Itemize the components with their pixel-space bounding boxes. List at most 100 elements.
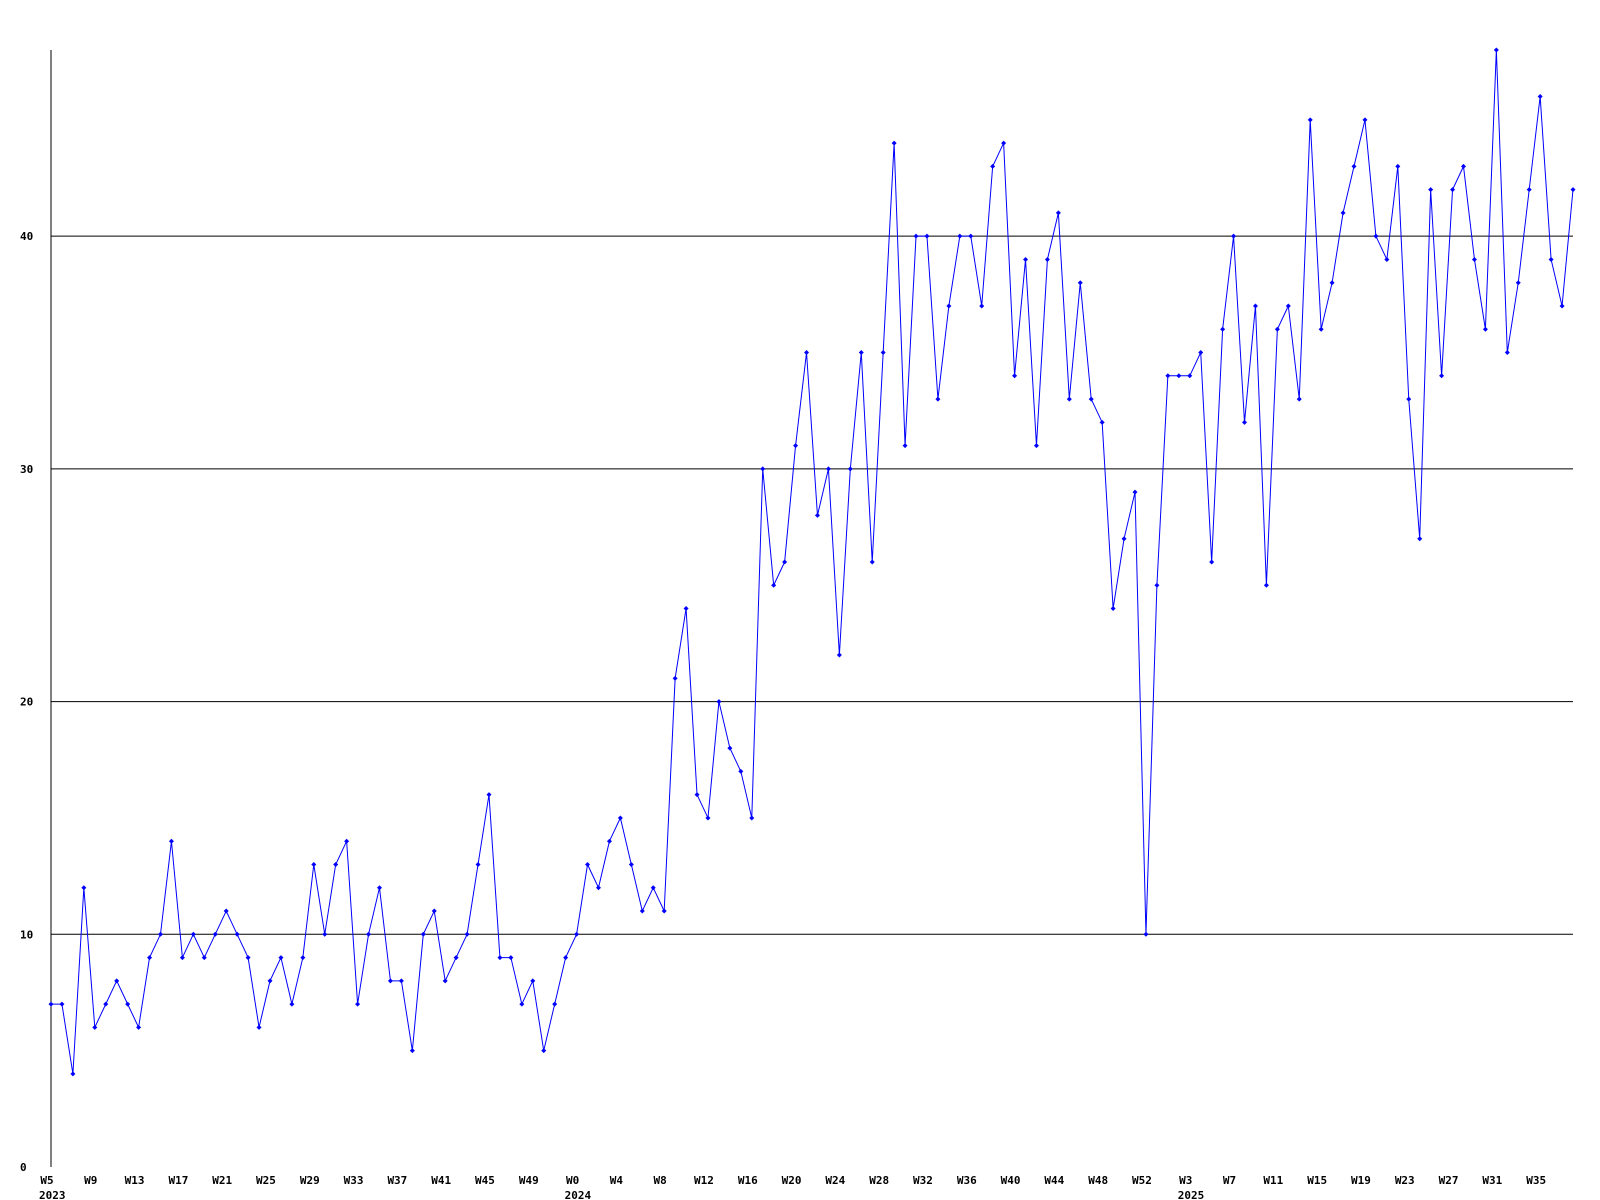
x-year-label: 2024 — [565, 1189, 592, 1200]
data-point — [1055, 210, 1061, 216]
x-tick-label: W0 — [566, 1174, 579, 1187]
data-point — [1023, 256, 1029, 262]
data-point — [628, 861, 634, 867]
data-point — [464, 931, 470, 937]
x-tick-label: W49 — [519, 1174, 539, 1187]
data-point — [278, 955, 284, 961]
data-point — [70, 1071, 76, 1077]
data-point — [1526, 187, 1532, 193]
data-point — [234, 931, 240, 937]
data-point — [1548, 256, 1554, 262]
data-point — [475, 861, 481, 867]
data-point — [1504, 350, 1510, 356]
data-point — [1044, 256, 1050, 262]
data-point — [1362, 117, 1368, 123]
data-point — [245, 955, 251, 961]
data-point — [1033, 443, 1039, 449]
data-point — [891, 140, 897, 146]
data-point — [541, 1048, 547, 1054]
data-point — [606, 838, 612, 844]
data-point — [1439, 373, 1445, 379]
x-tick-label: W48 — [1088, 1174, 1108, 1187]
data-point — [825, 466, 831, 472]
data-point — [59, 1001, 65, 1007]
data-point — [836, 652, 842, 658]
data-point — [179, 955, 185, 961]
data-point — [574, 931, 580, 937]
data-point — [858, 350, 864, 356]
data-point — [1198, 350, 1204, 356]
data-point — [300, 955, 306, 961]
data-point — [924, 233, 930, 239]
x-year-label: 2025 — [1178, 1189, 1205, 1200]
x-tick-label: W11 — [1263, 1174, 1283, 1187]
data-point — [1121, 536, 1127, 542]
data-point — [1066, 396, 1072, 402]
data-point — [1570, 187, 1576, 193]
data-point — [1351, 163, 1357, 169]
data-point — [1340, 210, 1346, 216]
x-tick-label: W5 — [40, 1174, 53, 1187]
data-point — [168, 838, 174, 844]
data-point — [727, 745, 733, 751]
y-tick-label: 0 — [20, 1161, 27, 1174]
data-point — [814, 512, 820, 518]
data-point — [190, 931, 196, 937]
data-point — [1417, 536, 1423, 542]
x-tick-label: W45 — [475, 1174, 495, 1187]
data-point — [595, 885, 601, 891]
data-point — [650, 885, 656, 891]
x-tick-label: W19 — [1351, 1174, 1371, 1187]
x-tick-label: W25 — [256, 1174, 276, 1187]
data-point — [946, 303, 952, 309]
data-point — [1132, 489, 1138, 495]
y-tick-label: 20 — [20, 696, 33, 709]
x-tick-label: W52 — [1132, 1174, 1152, 1187]
data-point — [103, 1001, 109, 1007]
data-point — [508, 955, 514, 961]
data-point — [1220, 326, 1226, 332]
data-point — [1231, 233, 1237, 239]
data-point — [793, 443, 799, 449]
data-point — [1143, 931, 1149, 937]
x-tick-label: W32 — [913, 1174, 933, 1187]
data-point — [147, 955, 153, 961]
data-point — [913, 233, 919, 239]
data-point — [92, 1024, 98, 1030]
data-point — [804, 350, 810, 356]
data-point — [749, 815, 755, 821]
data-point — [1077, 280, 1083, 286]
x-tick-label: W7 — [1223, 1174, 1236, 1187]
data-point — [617, 815, 623, 821]
data-point — [355, 1001, 361, 1007]
data-point — [114, 978, 120, 984]
data-point — [869, 559, 875, 565]
data-point — [366, 931, 372, 937]
data-point — [1285, 303, 1291, 309]
data-point — [125, 1001, 131, 1007]
data-point — [968, 233, 974, 239]
x-tick-label: W40 — [1001, 1174, 1021, 1187]
data-point — [48, 1001, 54, 1007]
data-point — [322, 931, 328, 937]
data-point — [1373, 233, 1379, 239]
data-point — [1110, 606, 1116, 611]
data-point — [1176, 373, 1182, 379]
y-tick-label: 30 — [20, 463, 33, 476]
data-point — [1274, 326, 1280, 332]
data-point — [212, 931, 218, 937]
x-tick-label: W20 — [782, 1174, 802, 1187]
y-tick-label: 40 — [20, 230, 33, 243]
data-point — [223, 908, 229, 914]
data-point — [398, 978, 404, 984]
x-tick-label: W28 — [869, 1174, 889, 1187]
data-point — [760, 466, 766, 472]
data-point — [157, 931, 163, 937]
data-point — [771, 582, 777, 588]
data-point — [1001, 140, 1007, 146]
data-point — [376, 885, 382, 891]
data-point — [289, 1001, 295, 1007]
x-tick-label: W16 — [738, 1174, 758, 1187]
x-tick-label: W36 — [957, 1174, 977, 1187]
